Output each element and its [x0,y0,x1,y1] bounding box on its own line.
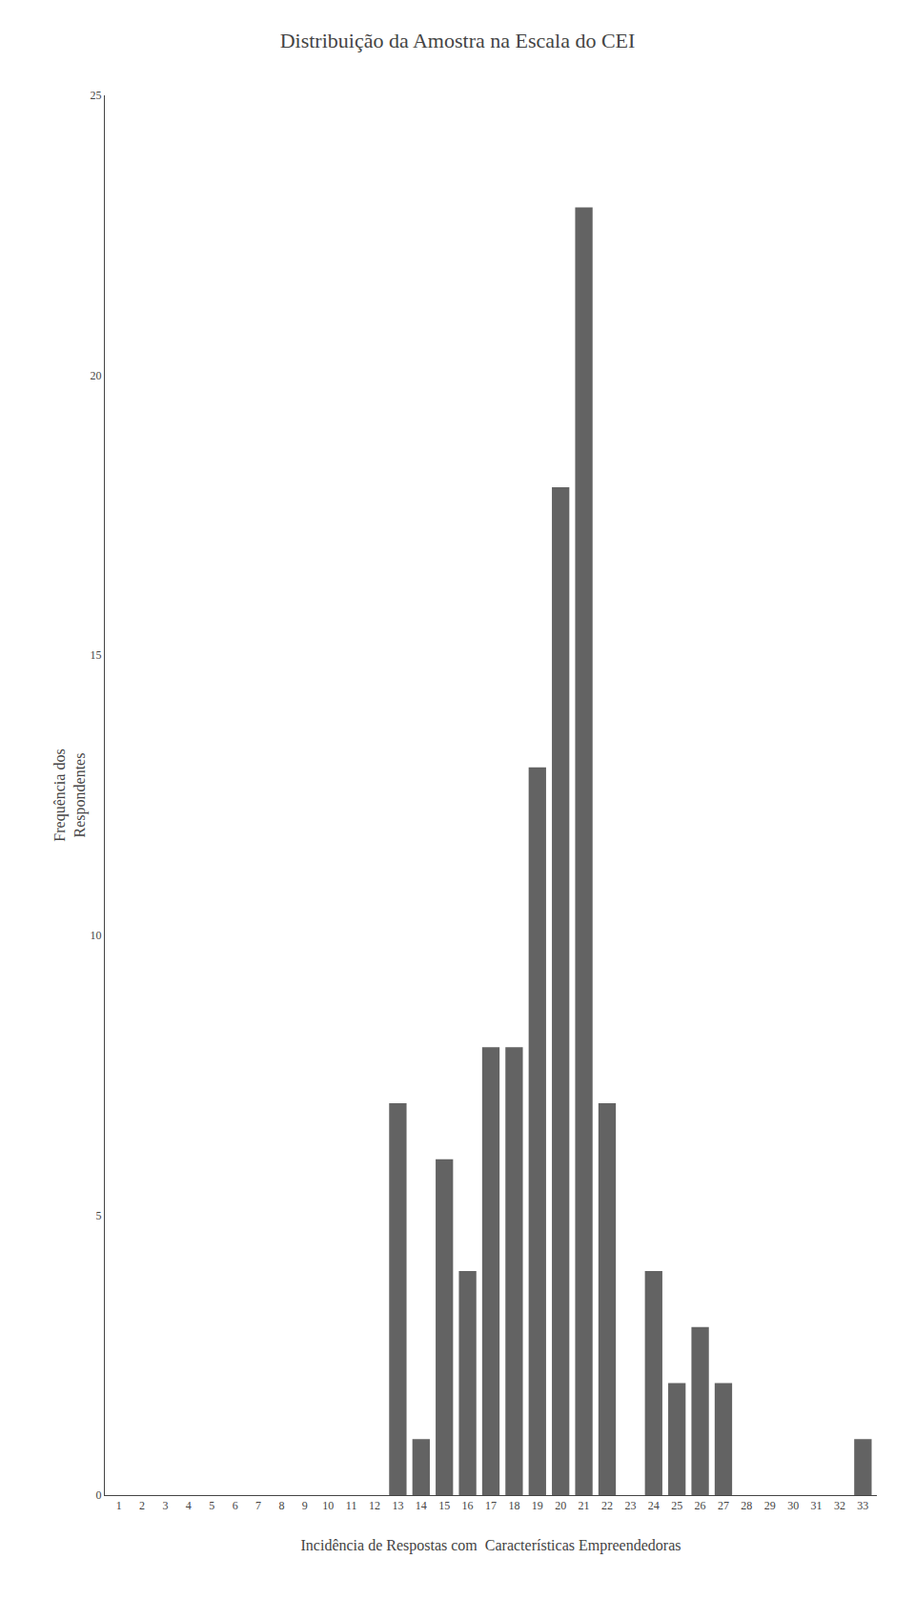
svg-text:9: 9 [302,1498,308,1512]
svg-text:8: 8 [278,1498,285,1512]
svg-text:10: 10 [90,928,102,942]
svg-text:29: 29 [764,1498,776,1512]
svg-text:1: 1 [116,1498,122,1512]
svg-text:23: 23 [624,1498,636,1512]
svg-text:24: 24 [648,1498,660,1512]
svg-text:5: 5 [96,1208,102,1222]
svg-text:18: 18 [508,1498,520,1512]
svg-text:25: 25 [90,88,102,102]
svg-text:20: 20 [90,368,102,383]
svg-text:12: 12 [368,1498,381,1512]
svg-text:26: 26 [694,1498,707,1512]
svg-text:32: 32 [833,1498,846,1512]
svg-text:7: 7 [255,1498,262,1512]
svg-text:28: 28 [740,1498,753,1512]
svg-text:15: 15 [438,1498,450,1512]
svg-text:2: 2 [139,1498,145,1512]
svg-text:Distribuição da Amostra na Esc: Distribuição da Amostra na Escala do CEI [280,28,636,53]
svg-text:17: 17 [485,1498,497,1512]
svg-text:14: 14 [415,1498,427,1512]
svg-text:20: 20 [554,1498,567,1512]
svg-text:Incidência de Respostas com C: Incidência de Respostas com Característi… [301,1536,682,1554]
svg-text:25: 25 [671,1498,683,1512]
svg-text:27: 27 [717,1498,730,1512]
svg-text:31: 31 [811,1498,823,1512]
svg-text:Frequência dosRespondentes: Frequência dosRespondentes [51,748,89,841]
svg-text:10: 10 [322,1498,334,1512]
svg-text:33: 33 [856,1498,869,1512]
svg-text:19: 19 [531,1498,544,1512]
svg-text:21: 21 [578,1498,590,1512]
svg-text:15: 15 [90,648,102,662]
svg-text:3: 3 [162,1498,168,1512]
svg-text:4: 4 [185,1498,192,1512]
svg-text:16: 16 [462,1498,474,1512]
svg-text:22: 22 [601,1498,613,1512]
svg-text:5: 5 [208,1498,215,1512]
svg-text:13: 13 [391,1498,404,1512]
svg-text:0: 0 [96,1487,102,1502]
svg-text:30: 30 [787,1498,799,1512]
svg-text:6: 6 [232,1498,239,1512]
svg-text:11: 11 [345,1498,358,1512]
